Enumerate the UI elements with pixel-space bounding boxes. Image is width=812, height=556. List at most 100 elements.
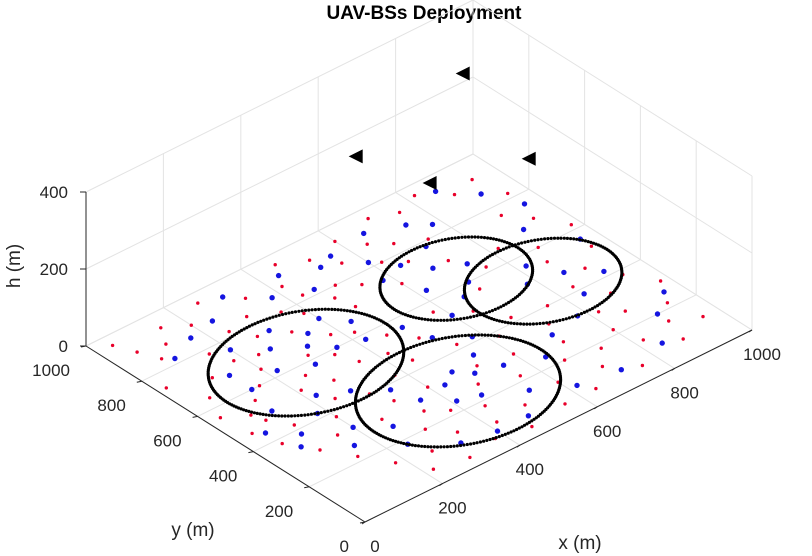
coverage-dot (497, 435, 501, 439)
user-point-red (594, 386, 598, 391)
coverage-dot (374, 389, 378, 393)
user-point-red (430, 449, 434, 453)
coverage-dot (429, 318, 433, 322)
user-point-red (135, 350, 139, 354)
user-point-blue (442, 382, 448, 388)
coverage-dot (326, 307, 331, 311)
coverage-dot (299, 413, 303, 417)
user-point-red (227, 329, 231, 334)
coverage-dot (483, 333, 487, 337)
user-point-blue (561, 269, 567, 276)
coverage-dot (414, 316, 418, 320)
coverage-dot (330, 307, 334, 311)
coverage-dot (423, 317, 427, 321)
coverage-dot (506, 321, 510, 325)
y-tick-label: 1000 (32, 361, 70, 380)
coverage-dot (252, 411, 256, 415)
user-point-red (701, 314, 705, 319)
user-point-red (353, 304, 358, 309)
user-point-red (499, 213, 503, 218)
coverage-dot (345, 404, 349, 408)
user-point-red (426, 385, 430, 389)
coverage-dot (403, 313, 408, 317)
coverage-dot (494, 237, 498, 242)
user-point-red (393, 461, 398, 465)
coverage-dot (488, 254, 492, 258)
user-point-blue (526, 387, 532, 393)
coverage-dot (380, 361, 384, 365)
coverage-dot (277, 414, 281, 418)
user-point-red (530, 424, 534, 429)
coverage-dot (570, 315, 575, 319)
user-point-blue (305, 330, 311, 337)
coverage-dot (404, 251, 408, 255)
user-point-red (509, 315, 513, 320)
user-point-red (245, 314, 249, 319)
user-point-red (563, 402, 567, 406)
user-point-red (506, 191, 510, 196)
coverage-dot (582, 310, 587, 314)
user-point-red (208, 396, 212, 400)
coverage-dot (413, 444, 417, 448)
coverage-dot (465, 442, 469, 447)
grid-sidewall-z (472, 0, 753, 177)
grid-floor-y (253, 259, 641, 453)
coverage-dot (490, 317, 494, 321)
user-point-red (307, 258, 312, 262)
coverage-dot (528, 322, 532, 326)
coverage-dot (409, 314, 413, 318)
grid-backwall-z (85, 76, 474, 270)
coverage-dot (335, 407, 339, 411)
user-point-red (483, 404, 487, 408)
coverage-dot (240, 328, 244, 332)
uav-marker (422, 176, 437, 190)
user-point-red (545, 304, 550, 308)
user-point-blue (316, 315, 322, 322)
coverage-dot (489, 333, 493, 337)
user-point-red (536, 245, 540, 250)
coverage-dot (504, 246, 508, 250)
user-point-red (475, 364, 479, 368)
coverage-dot (356, 399, 360, 403)
coverage-dot (437, 337, 441, 341)
x-tick-label: 600 (593, 422, 621, 441)
coverage-dot (520, 241, 524, 245)
coverage-dot (504, 335, 509, 339)
coverage-dot (549, 236, 553, 240)
coverage-dot (507, 245, 511, 249)
user-point-blue (581, 291, 587, 297)
user-point-blue (220, 294, 226, 300)
user-point-red (357, 359, 361, 364)
coverage-dot (502, 240, 507, 244)
coverage-dot (503, 320, 507, 324)
coverage-dot (421, 244, 425, 248)
grid-backwall-z (85, 153, 474, 347)
coverage-dot (377, 388, 381, 392)
user-point-red (397, 210, 402, 215)
coverage-dot (410, 443, 414, 447)
coverage-dot (578, 238, 582, 242)
user-point-blue (275, 272, 282, 279)
coverage-dot (489, 236, 493, 240)
user-point-red (290, 330, 294, 334)
coverage-dot (245, 326, 249, 330)
coverage-dot (443, 237, 447, 242)
user-point-blue (318, 264, 324, 270)
coverage-dot (405, 442, 409, 446)
coverage-dot (516, 242, 521, 246)
coverage-dot (280, 312, 285, 317)
grid-lines (85, 0, 753, 523)
coverage-dot (247, 409, 251, 413)
coverage-dot (402, 253, 406, 257)
user-point-blue (494, 428, 501, 434)
y-axis-label: y (m) (171, 520, 214, 541)
user-point-red (545, 260, 549, 264)
user-point-red (417, 336, 421, 340)
coverage-dot (239, 407, 243, 411)
user-point-red (329, 332, 333, 337)
x-tick-mark (439, 483, 443, 487)
grid-floor-y (308, 294, 697, 488)
user-point-red (300, 293, 305, 297)
coverage-dot (351, 310, 355, 314)
coverage-dot (569, 237, 573, 241)
